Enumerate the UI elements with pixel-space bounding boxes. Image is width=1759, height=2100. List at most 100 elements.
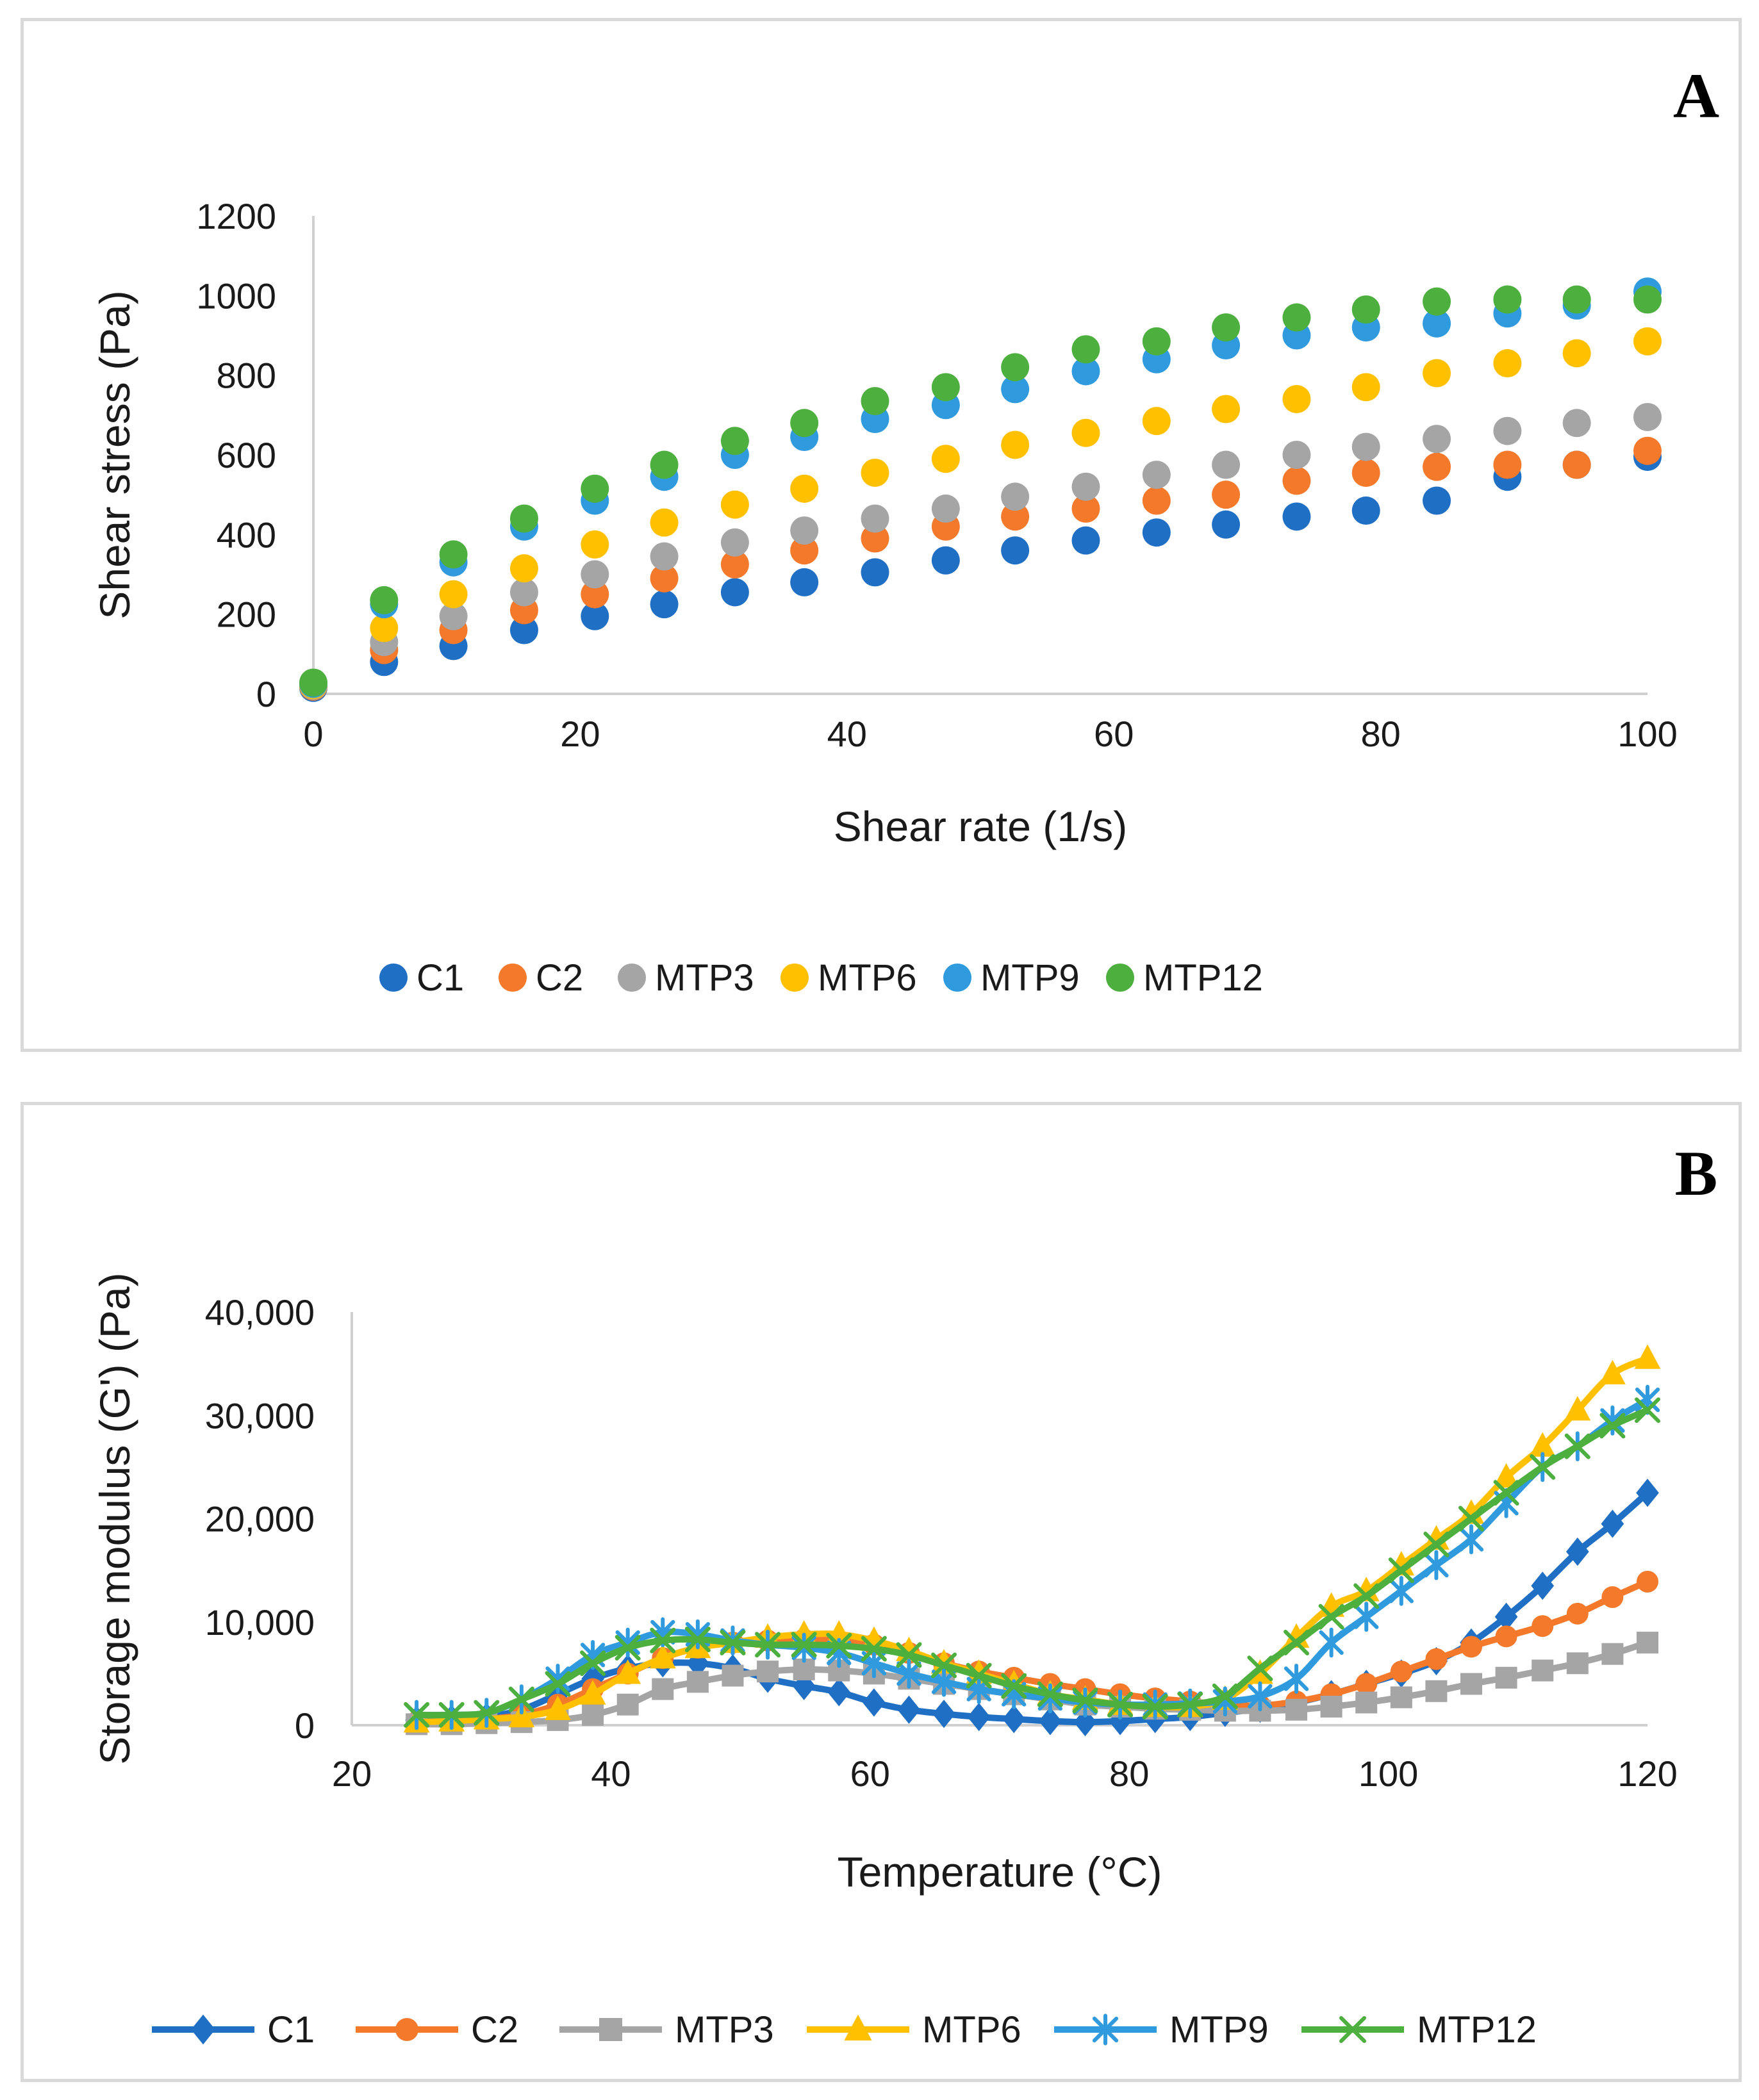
data-point-mtp12 [791, 1632, 817, 1658]
legend-label: MTP6 [818, 957, 917, 999]
data-point-c1 [509, 616, 538, 644]
data-point-mtp6 [1599, 1359, 1626, 1384]
legend-item-c1: C1 [152, 2009, 315, 2051]
data-point-mtp12 [1284, 1630, 1310, 1655]
data-point-c1 [720, 578, 749, 607]
y-tick-label: 1000 [196, 275, 276, 316]
series-c1 [299, 443, 1662, 702]
legend-marker-mtp9 [943, 964, 971, 992]
data-point-mtp3 [1562, 409, 1591, 438]
data-point-mtp6 [1212, 395, 1241, 423]
data-point-mtp12 [1633, 285, 1662, 314]
y-tick-label: 0 [256, 674, 276, 714]
data-point-mtp3 [1071, 472, 1100, 501]
series-mtp6 [299, 327, 1662, 700]
data-point-mtp6 [1529, 1432, 1556, 1457]
data-point-mtp6 [579, 1680, 606, 1705]
data-point-mtp12 [966, 1662, 992, 1689]
x-tick-label: 60 [850, 1753, 890, 1794]
data-point-c1 [932, 1700, 955, 1728]
data-point-mtp12 [650, 450, 679, 479]
data-point-mtp12 [1423, 287, 1451, 316]
data-point-mtp3 [1601, 1643, 1624, 1665]
data-point-mtp12 [931, 373, 960, 402]
data-point-mtp12 [1142, 327, 1171, 356]
data-point-mtp12-stroke-2 [826, 1632, 852, 1659]
data-point-c2 [1562, 450, 1591, 479]
data-point-mtp3 [1425, 1680, 1448, 1702]
data-point-c2 [720, 550, 749, 578]
data-point-mtp6 [1071, 418, 1100, 447]
data-point-mtp12 [370, 586, 399, 614]
data-point-mtp9 [1071, 357, 1100, 386]
data-point-mtp12 [861, 1636, 887, 1662]
legend-item-c2: C2 [499, 957, 583, 999]
x-tick-label: 80 [1360, 714, 1400, 754]
data-point-mtp3 [581, 560, 609, 589]
data-point-mtp12-stroke-2 [508, 1686, 534, 1712]
data-point-mtp12-stroke-2 [438, 1702, 465, 1728]
data-point-mtp12-stroke-2 [896, 1642, 922, 1668]
data-point-c2 [1142, 486, 1171, 515]
legend-item-mtp9: MTP9 [1054, 2009, 1269, 2051]
data-point-mtp3 [722, 1664, 744, 1687]
data-point-mtp12-stroke-2 [1564, 1433, 1590, 1459]
data-point-mtp12-stroke-2 [1353, 1583, 1380, 1609]
data-point-mtp12-stroke-2 [580, 1650, 606, 1677]
data-point-c1 [1071, 526, 1100, 555]
data-point-c2 [1495, 1625, 1517, 1648]
data-point-mtp12-stroke-2 [1493, 1480, 1519, 1506]
data-point-mtp9 [896, 1658, 921, 1689]
legend-marker-mtp9 [1092, 2014, 1119, 2046]
data-point-c1 [967, 1703, 991, 1732]
legend-label: MTP9 [1169, 2009, 1269, 2051]
data-point-mtp12 [720, 1630, 746, 1655]
y-tick-label: 10,000 [205, 1602, 315, 1643]
data-point-mtp12 [1351, 295, 1380, 324]
series-mtp9 [299, 277, 1662, 698]
data-point-mtp12 [1562, 285, 1591, 314]
data-point-mtp12 [1353, 1583, 1380, 1609]
data-point-mtp6 [509, 554, 538, 583]
data-point-mtp12 [1423, 1531, 1449, 1557]
x-tick-label: 100 [1617, 714, 1677, 754]
data-point-mtp6 [615, 1659, 641, 1684]
data-point-mtp6 [545, 1695, 571, 1720]
series-mtp12 [299, 285, 1662, 697]
data-point-c1 [1039, 1707, 1062, 1735]
data-point-mtp12-stroke-2 [1212, 1683, 1238, 1709]
series-mtp3 [299, 402, 1662, 700]
y-tick-label: 400 [217, 514, 276, 555]
legend-marker-c1 [191, 2014, 215, 2045]
legend-label: MTP3 [675, 2009, 774, 2051]
data-point-mtp9 [931, 1666, 957, 1697]
legend-item-c1: C1 [379, 957, 464, 999]
data-point-mtp12 [931, 1652, 957, 1678]
legend-marker-mtp12 [1339, 2016, 1366, 2043]
data-point-mtp3 [1495, 1666, 1517, 1689]
data-point-c1 [1001, 536, 1030, 565]
data-point-c2 [1351, 458, 1380, 487]
data-point-mtp3 [1351, 432, 1380, 461]
data-point-c2 [1071, 494, 1100, 523]
data-point-mtp9 [1458, 1524, 1484, 1555]
legend-item-mtp6: MTP6 [780, 957, 917, 999]
x-tick-label: 100 [1358, 1753, 1418, 1794]
data-point-mtp3 [1532, 1659, 1554, 1682]
data-point-mtp12-stroke-2 [861, 1636, 887, 1662]
x-tick-label: 20 [560, 714, 600, 754]
data-point-mtp6 [508, 1703, 535, 1728]
data-point-mtp12 [1530, 1454, 1556, 1480]
data-point-mtp6 [370, 614, 399, 643]
data-point-mtp12-stroke-2 [1142, 1693, 1168, 1719]
data-point-mtp12 [508, 1686, 534, 1712]
data-point-mtp12 [1599, 1413, 1626, 1439]
data-point-mtp12-stroke-2 [1318, 1604, 1344, 1630]
data-point-c2 [1423, 452, 1451, 481]
data-point-mtp12-stroke-2 [755, 1632, 781, 1658]
data-point-c2 [1637, 1570, 1658, 1593]
data-point-mtp12-stroke-2 [1284, 1630, 1310, 1655]
panel-a-shear-stress-chart: A 0 200 400 600 800 1000 1200 0 20 40 60 80 100 Shear … [21, 18, 1742, 1052]
y-tick-label: 800 [217, 356, 276, 396]
legend-marker-c1 [379, 964, 408, 992]
